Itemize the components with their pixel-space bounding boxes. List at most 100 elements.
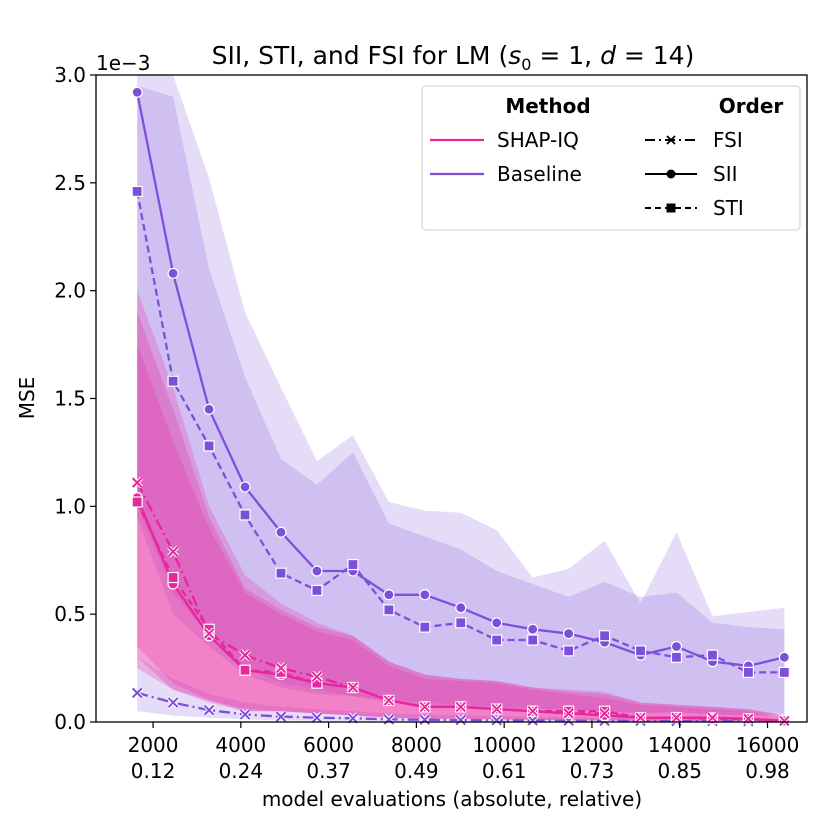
- baseline-sii-point: [275, 526, 287, 538]
- baseline-sti-point: [455, 617, 467, 629]
- shap-iq-fsi-point-cross: [455, 701, 466, 713]
- baseline-fsi-point-cross: [419, 714, 431, 726]
- baseline-sti-point: [742, 666, 755, 678]
- x-tick-label-absolute: 12000: [560, 733, 624, 757]
- baseline-sti-point: [670, 651, 683, 663]
- legend-sti-label: STI: [713, 196, 744, 220]
- baseline-fsi-point: [454, 714, 467, 726]
- baseline-sti-point: [706, 649, 719, 661]
- shap-iq-fsi-point-cross: [707, 712, 718, 723]
- baseline-sti-point: [239, 509, 251, 521]
- baseline-fsi-point-cross: [275, 711, 287, 722]
- baseline-sii-point: [563, 627, 575, 640]
- shap-iq-fsi-point-cross: [527, 706, 538, 717]
- baseline-fsi-point: [347, 712, 359, 725]
- shap-iq-fsi-point-cross: [239, 649, 251, 661]
- baseline-sii-point: [203, 403, 215, 415]
- baseline-fsi-point-cross: [455, 714, 466, 726]
- baseline-fsi-point-cross: [527, 715, 538, 726]
- y-tick-label: 2.5: [54, 171, 86, 195]
- legend-shapiq-label: SHAP-IQ: [497, 128, 579, 152]
- legend-fsi-marker: [666, 135, 676, 145]
- confidence-bands: [137, 75, 785, 722]
- shap-iq-fsi-point-cross: [491, 703, 502, 715]
- baseline-fsi-point: [311, 711, 323, 724]
- baseline-sti-point: [131, 185, 143, 198]
- baseline-sii-point: [670, 640, 683, 653]
- baseline-sti-point: [383, 604, 395, 616]
- x-tick-label-relative: 0.24: [219, 759, 264, 783]
- shap-iq-fsi-point-cross: [671, 712, 682, 723]
- legend-baseline-label: Baseline: [497, 162, 582, 186]
- baseline-fsi-point-cross: [131, 687, 143, 699]
- legend-sii-label: SII: [713, 162, 738, 186]
- shap-iq-fsi-point: [454, 700, 467, 713]
- baseline-sii-point: [527, 623, 539, 635]
- baseline-sti-point: [347, 558, 359, 571]
- shap-iq-sti-point: [167, 571, 179, 584]
- baseline-sii-point: [778, 651, 790, 663]
- baseline-fsi-point-cross: [203, 704, 215, 716]
- baseline-sii-point: [131, 86, 143, 98]
- shap-iq-fsi-point-cross: [167, 546, 179, 557]
- baseline-sii-band: [137, 75, 785, 716]
- shap-iq-fsi-point-cross: [347, 682, 359, 693]
- y-tick-label: 0.0: [54, 710, 86, 734]
- x-tick-label-relative: 0.37: [306, 759, 351, 783]
- baseline-sti-point: [167, 375, 179, 387]
- title-s: s: [508, 41, 521, 70]
- y-tick-label: 1.0: [54, 494, 86, 518]
- shap-iq-fsi-point: [347, 681, 359, 694]
- baseline-sti-point: [275, 567, 287, 579]
- y-axis-label: MSE: [15, 377, 39, 420]
- x-axis-label: model evaluations (absolute, relative): [262, 787, 642, 811]
- baseline-sti-point: [419, 621, 431, 633]
- shap-iq-fsi-point-cross: [311, 671, 323, 682]
- y-tick-label: 0.5: [54, 602, 86, 626]
- x-tick-label-relative: 0.61: [482, 759, 527, 783]
- shap-iq-fsi-point: [670, 711, 683, 724]
- shap-iq-sti-band: [137, 312, 785, 722]
- x-tick-label-absolute: 8000: [391, 733, 442, 757]
- baseline-fsi-point: [167, 696, 180, 709]
- x-tick-label-relative: 0.85: [657, 759, 702, 783]
- shap-iq-fsi-point: [490, 703, 503, 715]
- shap-iq-sii-band: [137, 344, 785, 722]
- shap-iq-fsi-point: [382, 694, 395, 707]
- baseline-fsi-point: [275, 710, 287, 723]
- y-tick-label: 1.5: [54, 387, 86, 411]
- baseline-fsi-point: [203, 704, 216, 717]
- title-main: SII, STI, and FSI for LM (: [212, 41, 509, 70]
- shap-iq-fsi-point-cross: [383, 695, 395, 706]
- baseline-fsi-point-cross: [347, 713, 359, 724]
- legend-fsi-label: FSI: [713, 128, 743, 152]
- baseline-fsi-point-cross: [311, 712, 323, 723]
- baseline-fsi-point: [526, 714, 539, 727]
- shap-iq-fsi-point: [418, 700, 431, 713]
- shap-iq-fsi-point: [778, 715, 791, 727]
- title-d: d: [600, 41, 616, 70]
- shap-iq-fsi-band: [137, 290, 785, 722]
- baseline-sii-point: [455, 602, 467, 614]
- shap-iq-fsi-point: [526, 705, 539, 718]
- baseline-fsi-point-cross: [167, 697, 179, 708]
- x-tick-label-absolute: 10000: [472, 733, 536, 757]
- title-s-sub: 0: [521, 55, 531, 74]
- baseline-sti-point: [563, 645, 575, 657]
- x-tick-label-relative: 0.12: [131, 759, 176, 783]
- shap-iq-fsi-point-cross: [275, 662, 287, 674]
- baseline-fsi-point-cross: [239, 709, 251, 720]
- baseline-sti-point: [527, 634, 539, 646]
- shap-iq-fsi-point-cross: [131, 477, 143, 488]
- shap-iq-fsi-point-cross: [779, 715, 790, 727]
- legend-sti-marker: [666, 203, 676, 213]
- baseline-sti-point: [634, 645, 647, 657]
- baseline-fsi-point: [490, 714, 503, 727]
- baseline-fsi-point: [131, 686, 144, 699]
- shap-iq-fsi-point: [706, 711, 719, 724]
- baseline-sti-point: [598, 630, 611, 642]
- shap-iq-sti-point: [131, 496, 143, 508]
- x-tick-label-absolute: 4000: [215, 733, 266, 757]
